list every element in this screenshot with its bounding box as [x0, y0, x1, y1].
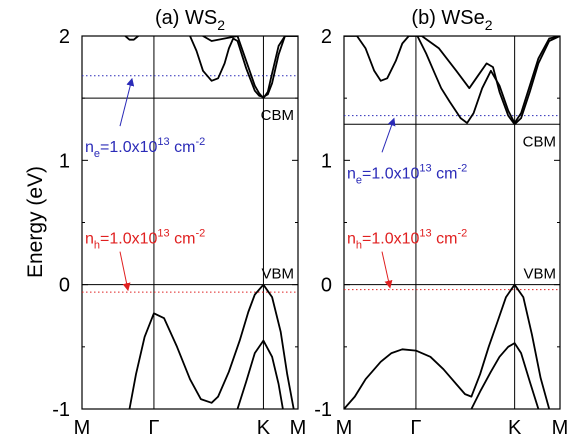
- panel-title-subscript: 2: [217, 17, 225, 33]
- band-line-2: [236, 339, 284, 409]
- x-tick-label: K: [508, 417, 522, 439]
- x-tick-label: M: [290, 417, 307, 439]
- hole-density-label-sub: h: [356, 240, 362, 252]
- y-axis-label: Energy (eV): [24, 166, 47, 278]
- panel-title-main: (b) WSe: [411, 7, 484, 29]
- band-line-1: [217, 283, 295, 409]
- cbm-label: CBM: [261, 107, 294, 124]
- band-line-4: [189, 36, 298, 98]
- band-line-5: [202, 36, 298, 100]
- panel-title: (a) WS2: [155, 7, 225, 33]
- y-tick-label: -1: [314, 399, 332, 421]
- y-tick-label: 2: [321, 26, 332, 48]
- hole-density-label: nh=1.0x1013 cm-2: [85, 228, 205, 252]
- band-line-0: [128, 312, 220, 409]
- y-tick-label: -1: [52, 399, 70, 421]
- panel-title: (b) WSe2: [411, 7, 492, 33]
- panel-title-subscript: 2: [485, 17, 493, 33]
- x-tick-label: Γ: [148, 417, 159, 439]
- band-line-5: [407, 36, 560, 126]
- y-tick-label: 2: [59, 26, 70, 48]
- electron-density-label: ne=1.0x1013 cm-2: [347, 162, 467, 186]
- electron-density-label-prefix: n: [85, 139, 94, 156]
- hole-density-label-exp: 13: [419, 228, 431, 240]
- y-tick-label: 0: [59, 275, 70, 297]
- band-line-1: [470, 283, 551, 409]
- hole-density-label-unit: cm: [170, 231, 196, 248]
- cbm-label: CBM: [523, 133, 556, 150]
- vbm-label: VBM: [523, 266, 556, 283]
- electron-density-label: ne=1.0x1013 cm-2: [85, 136, 205, 160]
- electron-density-label-sub: e: [94, 148, 100, 160]
- x-tick-label: M: [552, 417, 569, 439]
- band-line-4: [416, 36, 560, 124]
- band-line-0: [344, 348, 473, 409]
- electron-arrow: [381, 117, 396, 153]
- x-tick-label: Γ: [410, 417, 421, 439]
- hole-arrow: [381, 251, 393, 289]
- electron-density-label-unit-exp: -2: [457, 162, 467, 174]
- electron-density-label-exp: 13: [157, 136, 169, 148]
- x-tick-label: M: [336, 417, 353, 439]
- y-tick-label: 1: [321, 150, 332, 172]
- electron-density-label-unit-exp: -2: [195, 136, 205, 148]
- electron-arrow: [119, 77, 135, 127]
- hole-density-label-exp: 13: [157, 228, 169, 240]
- hole-density-label-unit-exp: -2: [195, 228, 205, 240]
- vbm-label: VBM: [261, 266, 294, 283]
- hole-density-label-prefix: n: [85, 231, 94, 248]
- plot-frame: [81, 35, 299, 410]
- hole-density-label-unit-exp: -2: [457, 228, 467, 240]
- hole-density-label-prefix: n: [347, 231, 356, 248]
- band-line-3: [124, 36, 140, 41]
- panel-title-main: (a) WS: [155, 7, 217, 29]
- electron-density-label-exp: 13: [419, 162, 431, 174]
- x-tick-label: K: [257, 417, 271, 439]
- hole-density-label: nh=1.0x1013 cm-2: [347, 228, 467, 252]
- electron-density-label-value: =1.0x10: [100, 139, 157, 156]
- electron-density-label-unit: cm: [432, 165, 458, 182]
- hole-density-label-unit: cm: [432, 231, 458, 248]
- band-line-2: [470, 342, 540, 409]
- electron-density-label-sub: e: [356, 174, 362, 186]
- electron-density-label-prefix: n: [347, 165, 356, 182]
- y-tick-label: 1: [59, 150, 70, 172]
- hole-arrow: [119, 251, 131, 292]
- hole-density-label-sub: h: [94, 240, 100, 252]
- electron-density-label-value: =1.0x10: [362, 165, 419, 182]
- y-tick-label: 0: [321, 275, 332, 297]
- hole-density-label-value: =1.0x10: [100, 231, 157, 248]
- band-line-3: [344, 36, 410, 82]
- x-tick-label: M: [74, 417, 91, 439]
- hole-density-label-value: =1.0x10: [362, 231, 419, 248]
- electron-density-label-unit: cm: [170, 139, 196, 156]
